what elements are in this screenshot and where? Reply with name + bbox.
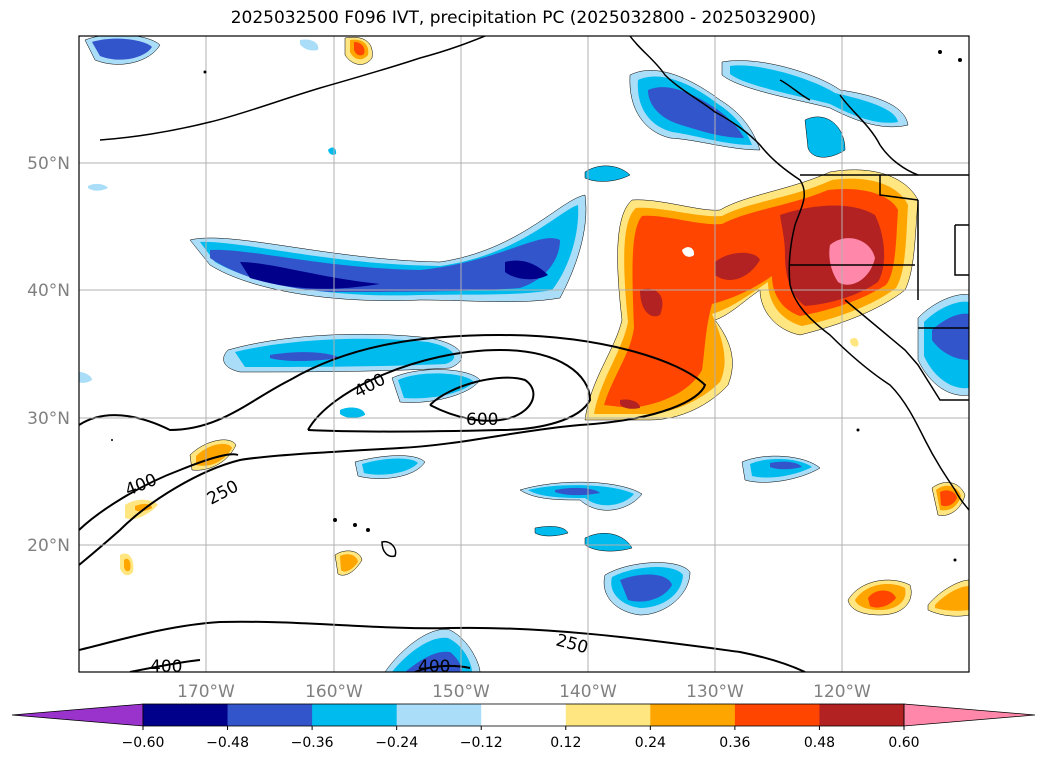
contour-label: 400	[150, 657, 182, 677]
graticule	[79, 36, 969, 672]
lat-label: 30°N	[27, 409, 70, 429]
colorbar-segment	[481, 704, 567, 726]
lat-label: 40°N	[27, 281, 70, 301]
colorbar-segment	[650, 704, 736, 726]
colorbar-segment	[143, 704, 229, 726]
colorbar-tick-label: −0.60	[122, 735, 165, 751]
lon-label: 120°W	[813, 682, 871, 702]
colorbar-outline	[142, 703, 905, 727]
ivt-contour-250	[79, 333, 707, 566]
precip-negative-fields	[79, 36, 969, 672]
colorbar-tick-label: −0.24	[375, 735, 418, 751]
colorbar-tick-label: 0.36	[719, 735, 750, 751]
colorbar-tick-label: 0.12	[550, 735, 581, 751]
colorbar-segment	[819, 704, 905, 726]
ivt-contour-400	[307, 348, 592, 433]
colorbar-tick-label: 0.24	[635, 735, 666, 751]
colorbar-segment	[734, 704, 820, 726]
coastlines	[99, 36, 969, 511]
lat-label: 20°N	[27, 536, 70, 556]
ivt-contour-400-west	[79, 453, 239, 531]
colorbar: −0.60 −0.48 −0.36 −0.24 −0.12 0.12 0.24 0.36 0.4…	[11, 703, 1036, 751]
map-title: 2025032500 F096 IVT, precipitation PC (2…	[230, 8, 817, 28]
ivt-contour-400-south2	[414, 664, 471, 672]
colorbar-segment	[227, 704, 313, 726]
latitude-labels: 50°N 40°N 30°N 20°N	[27, 154, 70, 556]
colorbar-tick-label: −0.48	[206, 735, 249, 751]
longitude-labels: 170°W 160°W 150°W 140°W 130°W 120°W	[177, 682, 871, 702]
colorbar-tick-label: −0.12	[460, 735, 503, 751]
ivt-contours	[79, 333, 806, 672]
lon-label: 130°W	[686, 682, 744, 702]
lon-label: 160°W	[305, 682, 363, 702]
lon-label: 170°W	[177, 682, 235, 702]
map-frame	[78, 35, 970, 673]
ivt-contour-400-south	[129, 659, 201, 672]
colorbar-extend-low	[11, 703, 144, 727]
islands	[111, 50, 962, 562]
precip-positive-fields	[120, 37, 969, 617]
colorbar-tick-label: −0.36	[291, 735, 334, 751]
contour-label: 400	[418, 657, 450, 677]
colorbar-tick-label: 0.48	[804, 735, 835, 751]
contour-label: 600	[466, 410, 498, 430]
lat-label: 50°N	[27, 154, 70, 174]
colorbar-tick-label: 0.60	[888, 735, 919, 751]
ivt-contour-600	[429, 376, 535, 422]
colorbar-extend-high	[903, 703, 1036, 727]
colorbar-segment	[396, 704, 482, 726]
ivt-contour-250-south	[79, 620, 806, 672]
colorbar-segment	[565, 704, 651, 726]
lon-label: 140°W	[559, 682, 617, 702]
colorbar-segment	[312, 704, 398, 726]
lon-label: 150°W	[432, 682, 490, 702]
